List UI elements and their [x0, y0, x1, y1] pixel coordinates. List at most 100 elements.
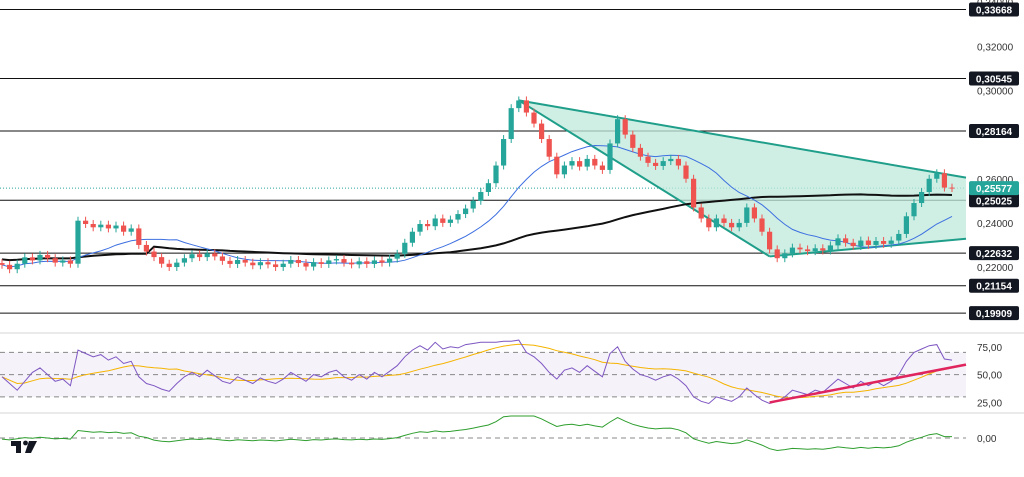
candle-body[interactable]	[75, 220, 81, 264]
candle-body[interactable]	[311, 262, 317, 267]
candle[interactable]	[827, 241, 833, 255]
candle[interactable]	[850, 238, 856, 251]
candle-body[interactable]	[379, 260, 385, 263]
candle-body[interactable]	[432, 218, 438, 227]
candle-body[interactable]	[45, 254, 51, 259]
candle[interactable]	[531, 108, 537, 128]
candle-body[interactable]	[736, 222, 742, 228]
candle[interactable]	[402, 238, 408, 258]
candle-body[interactable]	[67, 260, 73, 264]
candle-body[interactable]	[516, 100, 522, 109]
candle-body[interactable]	[630, 134, 636, 148]
candle-body[interactable]	[470, 200, 476, 209]
candle-body[interactable]	[782, 253, 788, 259]
candle-body[interactable]	[387, 258, 393, 263]
candle-body[interactable]	[660, 161, 666, 166]
candle[interactable]	[204, 249, 210, 262]
candle[interactable]	[409, 227, 415, 247]
candle[interactable]	[14, 259, 20, 274]
candle[interactable]	[820, 244, 826, 255]
candle-body[interactable]	[493, 165, 499, 184]
candle-body[interactable]	[227, 260, 233, 264]
candle-body[interactable]	[751, 207, 757, 219]
candle[interactable]	[394, 249, 400, 263]
candle[interactable]	[288, 256, 294, 268]
candle-body[interactable]	[326, 260, 332, 264]
candle[interactable]	[653, 158, 659, 170]
candle-body[interactable]	[523, 100, 529, 113]
candle[interactable]	[523, 96, 529, 117]
candle-body[interactable]	[531, 112, 537, 124]
candle-body[interactable]	[159, 257, 165, 264]
candle[interactable]	[637, 143, 643, 161]
candle[interactable]	[751, 203, 757, 223]
candle[interactable]	[303, 259, 309, 271]
candle[interactable]	[683, 161, 689, 183]
candle[interactable]	[29, 253, 35, 265]
candle[interactable]	[759, 214, 765, 236]
candle-body[interactable]	[789, 247, 795, 254]
candle[interactable]	[333, 255, 339, 265]
candle[interactable]	[584, 154, 590, 171]
candle-body[interactable]	[713, 218, 719, 228]
candle-body[interactable]	[577, 161, 583, 167]
candle-body[interactable]	[257, 262, 263, 266]
candle-body[interactable]	[835, 238, 841, 246]
candle-body[interactable]	[105, 224, 111, 229]
candle-body[interactable]	[653, 162, 659, 166]
candle-body[interactable]	[440, 218, 446, 223]
candle[interactable]	[364, 257, 370, 268]
candle-body[interactable]	[121, 225, 127, 232]
candle[interactable]	[949, 183, 955, 192]
candle[interactable]	[622, 115, 628, 139]
candle[interactable]	[713, 214, 719, 232]
candle[interactable]	[546, 135, 552, 161]
candle[interactable]	[911, 199, 917, 221]
candle-body[interactable]	[7, 264, 13, 270]
candle[interactable]	[516, 96, 522, 113]
candle[interactable]	[45, 250, 51, 263]
candle-body[interactable]	[60, 260, 66, 263]
candle[interactable]	[698, 203, 704, 223]
candle-body[interactable]	[181, 258, 187, 263]
candle[interactable]	[903, 212, 909, 238]
candle[interactable]	[128, 224, 134, 236]
candle-body[interactable]	[394, 253, 400, 259]
candle[interactable]	[136, 224, 142, 249]
candle-body[interactable]	[455, 214, 461, 220]
candle-body[interactable]	[691, 178, 697, 208]
candle-body[interactable]	[447, 219, 453, 223]
candle[interactable]	[295, 256, 301, 268]
candle-body[interactable]	[903, 216, 909, 234]
candle[interactable]	[227, 256, 233, 268]
candle[interactable]	[934, 169, 940, 183]
candle[interactable]	[341, 255, 347, 267]
candle-body[interactable]	[554, 156, 560, 175]
candle-body[interactable]	[569, 161, 575, 166]
candle-body[interactable]	[219, 256, 225, 261]
candle[interactable]	[113, 221, 119, 233]
candle[interactable]	[326, 256, 332, 268]
candle[interactable]	[493, 161, 499, 188]
candle-body[interactable]	[409, 231, 415, 243]
candle-body[interactable]	[584, 158, 590, 167]
candle[interactable]	[166, 259, 172, 272]
candle[interactable]	[425, 220, 431, 231]
candle[interactable]	[941, 169, 947, 192]
candle-body[interactable]	[599, 165, 605, 170]
candle-body[interactable]	[546, 139, 552, 157]
candle[interactable]	[67, 256, 73, 268]
candle-body[interactable]	[235, 259, 241, 264]
candle-body[interactable]	[911, 203, 917, 217]
candle-body[interactable]	[37, 254, 43, 261]
candle[interactable]	[349, 258, 355, 269]
candle[interactable]	[919, 188, 925, 208]
candle-body[interactable]	[592, 158, 598, 166]
candle-body[interactable]	[52, 258, 58, 263]
candle-body[interactable]	[820, 248, 826, 251]
candle-body[interactable]	[136, 228, 142, 245]
candle-body[interactable]	[113, 225, 119, 229]
candle[interactable]	[75, 216, 81, 268]
candle-body[interactable]	[675, 158, 681, 166]
candle-body[interactable]	[265, 262, 271, 265]
